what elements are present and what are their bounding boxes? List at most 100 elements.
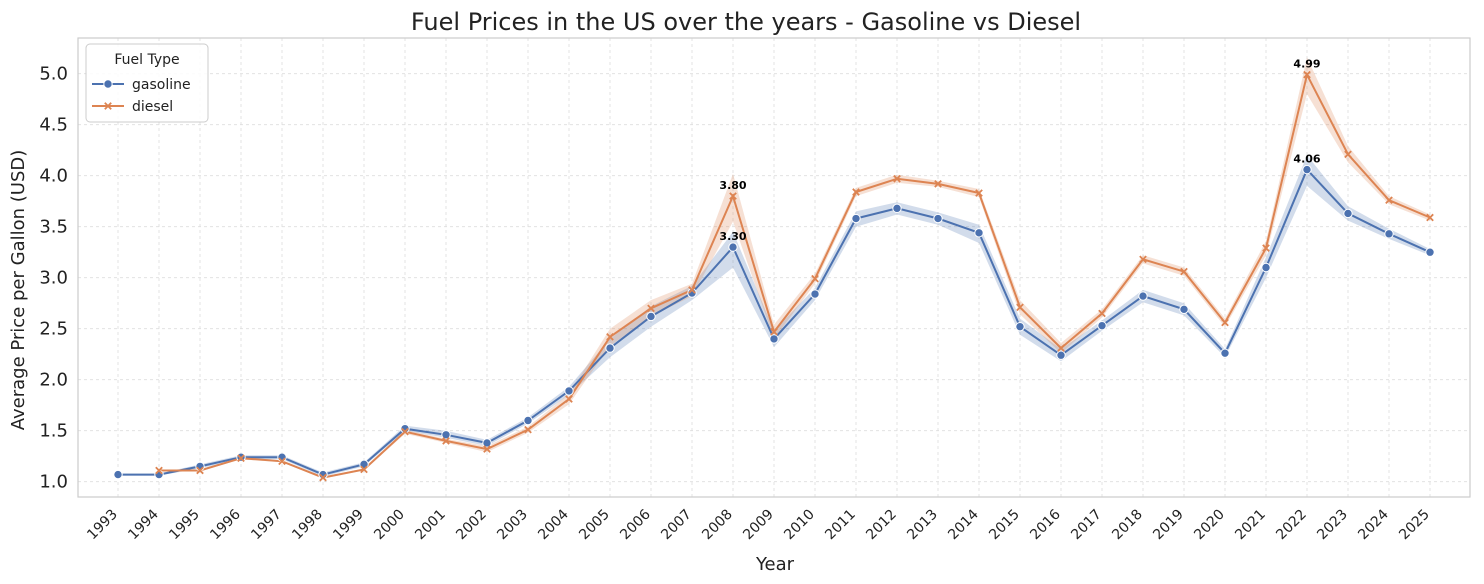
chart-title: Fuel Prices in the US over the years - G… <box>411 8 1081 36</box>
x-tick-label: 1998 <box>289 507 326 544</box>
diesel-point <box>975 189 983 197</box>
y-tick-label: 3.0 <box>39 268 68 289</box>
gasoline-point <box>564 386 574 396</box>
annotations: 3.30 3.80 4.06 4.99 <box>719 58 1320 243</box>
x-tick-label: 2022 <box>1273 507 1310 544</box>
gasoline-point <box>1425 247 1435 257</box>
y-tick-label: 4.0 <box>39 166 68 187</box>
diesel-point <box>1016 303 1024 312</box>
gasoline-point <box>113 469 123 480</box>
diesel-point <box>442 437 450 445</box>
x-tick-label: 2013 <box>904 507 941 544</box>
diesel-point <box>1139 255 1147 264</box>
gasoline-point <box>1015 321 1025 332</box>
x-tick-label: 2002 <box>453 507 490 544</box>
diesel-point <box>893 174 901 183</box>
diesel-band <box>159 57 1430 479</box>
gasoline-point <box>1261 262 1271 273</box>
gasoline-point <box>523 415 533 426</box>
x-tick-label: 2011 <box>822 507 859 544</box>
y-tick-label: 2.5 <box>39 319 68 340</box>
y-tick-label: 4.5 <box>39 115 68 136</box>
x-tick-label: 1994 <box>125 506 162 543</box>
gasoline-point <box>441 430 451 440</box>
legend: Fuel Type gasoline diesel <box>85 43 209 123</box>
gasoline-point <box>1220 348 1230 358</box>
gasoline-point <box>605 343 615 353</box>
diesel-point <box>155 466 163 475</box>
diesel-point <box>401 427 409 436</box>
x-tick-label: 2023 <box>1314 507 1351 544</box>
diesel-point <box>606 333 614 341</box>
gasoline-point <box>1343 208 1353 219</box>
diesel-point <box>278 457 286 466</box>
x-tick-label: 2014 <box>945 506 982 543</box>
diesel-point <box>360 465 368 474</box>
gasoline-point <box>892 203 902 214</box>
x-tick-label: 2003 <box>494 507 531 544</box>
x-tick-label: 2019 <box>1150 507 1187 544</box>
x-tick-label: 2020 <box>1191 507 1228 544</box>
gasoline-point <box>1097 320 1107 331</box>
x-tick-label: 1993 <box>84 507 121 544</box>
diesel-point <box>1180 267 1188 276</box>
x-tick-labels: 1993 1994 1995 1996 1997 1998 1999 2000 2001 2002… <box>84 506 1433 543</box>
diesel-point <box>483 445 491 453</box>
diesel-point <box>688 286 696 294</box>
legend-gasoline-marker <box>103 79 113 89</box>
legend-diesel-marker <box>104 102 112 110</box>
data-annotation: 4.06 <box>1293 153 1320 166</box>
x-tick-label: 2024 <box>1355 506 1392 543</box>
legend-gasoline-label: gasoline <box>132 77 191 93</box>
x-tick-label: 1999 <box>330 507 367 544</box>
diesel-point <box>1057 344 1065 352</box>
gasoline-point <box>646 311 656 322</box>
x-tick-label: 2007 <box>658 507 695 544</box>
diesel-point <box>1098 309 1106 318</box>
gasoline-point <box>1384 229 1394 239</box>
diesel-point <box>1426 213 1434 222</box>
x-tick-label: 2001 <box>412 507 449 544</box>
gasoline-point <box>1302 164 1312 175</box>
x-axis-label: Year <box>755 554 795 575</box>
x-tick-label: 2015 <box>986 507 1023 544</box>
gasoline-point <box>1179 304 1189 315</box>
diesel-line <box>159 71 1431 479</box>
legend-title: Fuel Type <box>114 52 179 68</box>
x-tick-label: 1997 <box>248 507 285 544</box>
x-tick-label: 2012 <box>863 507 900 544</box>
y-tick-label: 1.0 <box>39 472 68 493</box>
diesel-point <box>852 188 860 196</box>
x-tick-label: 2000 <box>371 507 408 544</box>
diesel-point <box>729 192 737 200</box>
x-tick-label: 2018 <box>1109 507 1146 544</box>
gasoline-point <box>1056 350 1066 360</box>
y-tick-label: 3.5 <box>39 217 68 238</box>
x-tick-label: 2017 <box>1068 507 1105 544</box>
x-tick-label: 2008 <box>699 507 736 544</box>
x-tick-label: 2005 <box>576 507 613 544</box>
y-axis-label: Average Price per Gallon (USD) <box>8 150 29 431</box>
gasoline-point <box>1138 291 1148 301</box>
data-annotation: 3.80 <box>719 179 746 192</box>
gasoline-point <box>810 289 820 299</box>
diesel-point <box>319 473 327 482</box>
x-tick-label: 1995 <box>166 507 203 544</box>
legend-diesel-label: diesel <box>132 99 173 115</box>
diesel-point <box>196 466 204 475</box>
x-tick-label: 2021 <box>1232 507 1269 544</box>
x-tick-label: 2016 <box>1027 506 1064 543</box>
plot-frame <box>77 37 1471 498</box>
diesel-point <box>1344 150 1352 159</box>
x-tick-label: 2009 <box>740 507 777 544</box>
x-tick-label: 2006 <box>617 506 654 543</box>
diesel-point <box>934 180 942 188</box>
x-tick-label: 2025 <box>1396 507 1433 544</box>
legend-box <box>85 43 209 123</box>
y-tick-label: 5.0 <box>39 64 68 85</box>
diesel-point <box>565 395 573 403</box>
diesel-point <box>1262 244 1270 252</box>
gasoline-point <box>482 438 492 448</box>
y-tick-label: 2.0 <box>39 370 68 391</box>
